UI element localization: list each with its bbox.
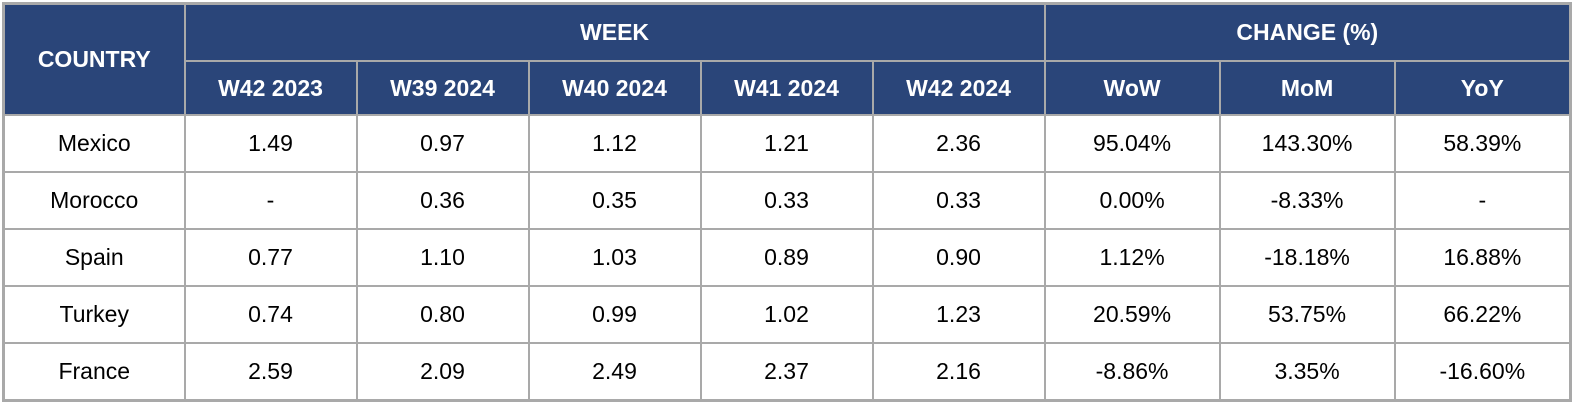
country-cell: Spain — [2, 228, 186, 287]
table-row-mexico: Mexico 1.49 0.97 1.12 1.21 2.36 95.04% 1… — [2, 114, 1572, 173]
change-value-cell: 143.30% — [1218, 114, 1396, 173]
column-header-w42-2023: W42 2023 — [183, 60, 358, 116]
table-row-france: France 2.59 2.09 2.49 2.37 2.16 -8.86% 3… — [2, 342, 1572, 402]
week-value-cell: 2.36 — [871, 114, 1046, 173]
week-value-cell: 1.03 — [527, 228, 702, 287]
table-row-spain: Spain 0.77 1.10 1.03 0.89 0.90 1.12% -18… — [2, 228, 1572, 287]
week-group-header: WEEK — [183, 2, 1046, 62]
country-column-header: COUNTRY — [2, 2, 186, 116]
week-value-cell: 2.37 — [699, 342, 874, 402]
change-value-cell: -16.60% — [1393, 342, 1572, 402]
column-header-w42-2024: W42 2024 — [871, 60, 1046, 116]
week-value-cell: 2.09 — [355, 342, 530, 402]
country-cell: Turkey — [2, 285, 186, 344]
change-value-cell: 16.88% — [1393, 228, 1572, 287]
header-group-row: COUNTRY WEEK CHANGE (%) — [2, 2, 1572, 116]
week-value-cell: 0.35 — [527, 171, 702, 230]
week-value-cell: 0.80 — [355, 285, 530, 344]
change-value-cell: 95.04% — [1043, 114, 1221, 173]
column-header-wow: WoW — [1043, 60, 1221, 116]
change-value-cell: 0.00% — [1043, 171, 1221, 230]
change-group-header: CHANGE (%) — [1043, 2, 1572, 62]
country-cell: France — [2, 342, 186, 402]
change-value-cell: -8.86% — [1043, 342, 1221, 402]
change-value-cell: 53.75% — [1218, 285, 1396, 344]
change-value-cell: -18.18% — [1218, 228, 1396, 287]
column-header-w41-2024: W41 2024 — [699, 60, 874, 116]
change-value-cell: -8.33% — [1218, 171, 1396, 230]
week-value-cell: 1.23 — [871, 285, 1046, 344]
change-value-cell: 20.59% — [1043, 285, 1221, 344]
week-value-cell: 0.89 — [699, 228, 874, 287]
table-row-morocco: Morocco - 0.36 0.35 0.33 0.33 0.00% -8.3… — [2, 171, 1572, 230]
country-week-change-table: COUNTRY WEEK CHANGE (%) W42 2023 W39 202… — [2, 2, 1573, 402]
column-header-w40-2024: W40 2024 — [527, 60, 702, 116]
change-value-cell: 3.35% — [1218, 342, 1396, 402]
week-value-cell: 1.10 — [355, 228, 530, 287]
change-value-cell: 1.12% — [1043, 228, 1221, 287]
week-value-cell: 1.49 — [183, 114, 358, 173]
week-value-cell: 0.77 — [183, 228, 358, 287]
week-value-cell: 0.74 — [183, 285, 358, 344]
week-value-cell: 0.97 — [355, 114, 530, 173]
week-value-cell: 2.16 — [871, 342, 1046, 402]
week-value-cell: 2.59 — [183, 342, 358, 402]
country-cell: Mexico — [2, 114, 186, 173]
week-value-cell: 1.12 — [527, 114, 702, 173]
week-value-cell: - — [183, 171, 358, 230]
change-value-cell: 58.39% — [1393, 114, 1572, 173]
week-value-cell: 0.36 — [355, 171, 530, 230]
header-sub-row: W42 2023 W39 2024 W40 2024 W41 2024 W42 … — [4, 60, 1572, 116]
week-value-cell: 2.49 — [527, 342, 702, 402]
column-header-w39-2024: W39 2024 — [355, 60, 530, 116]
week-value-cell: 0.33 — [699, 171, 874, 230]
week-value-cell: 1.02 — [699, 285, 874, 344]
week-value-cell: 0.99 — [527, 285, 702, 344]
column-header-mom: MoM — [1218, 60, 1396, 116]
column-header-yoy: YoY — [1393, 60, 1572, 116]
table-row-turkey: Turkey 0.74 0.80 0.99 1.02 1.23 20.59% 5… — [2, 285, 1572, 344]
week-value-cell: 0.33 — [871, 171, 1046, 230]
change-value-cell: - — [1393, 171, 1572, 230]
week-value-cell: 0.90 — [871, 228, 1046, 287]
country-cell: Morocco — [2, 171, 186, 230]
week-value-cell: 1.21 — [699, 114, 874, 173]
change-value-cell: 66.22% — [1393, 285, 1572, 344]
